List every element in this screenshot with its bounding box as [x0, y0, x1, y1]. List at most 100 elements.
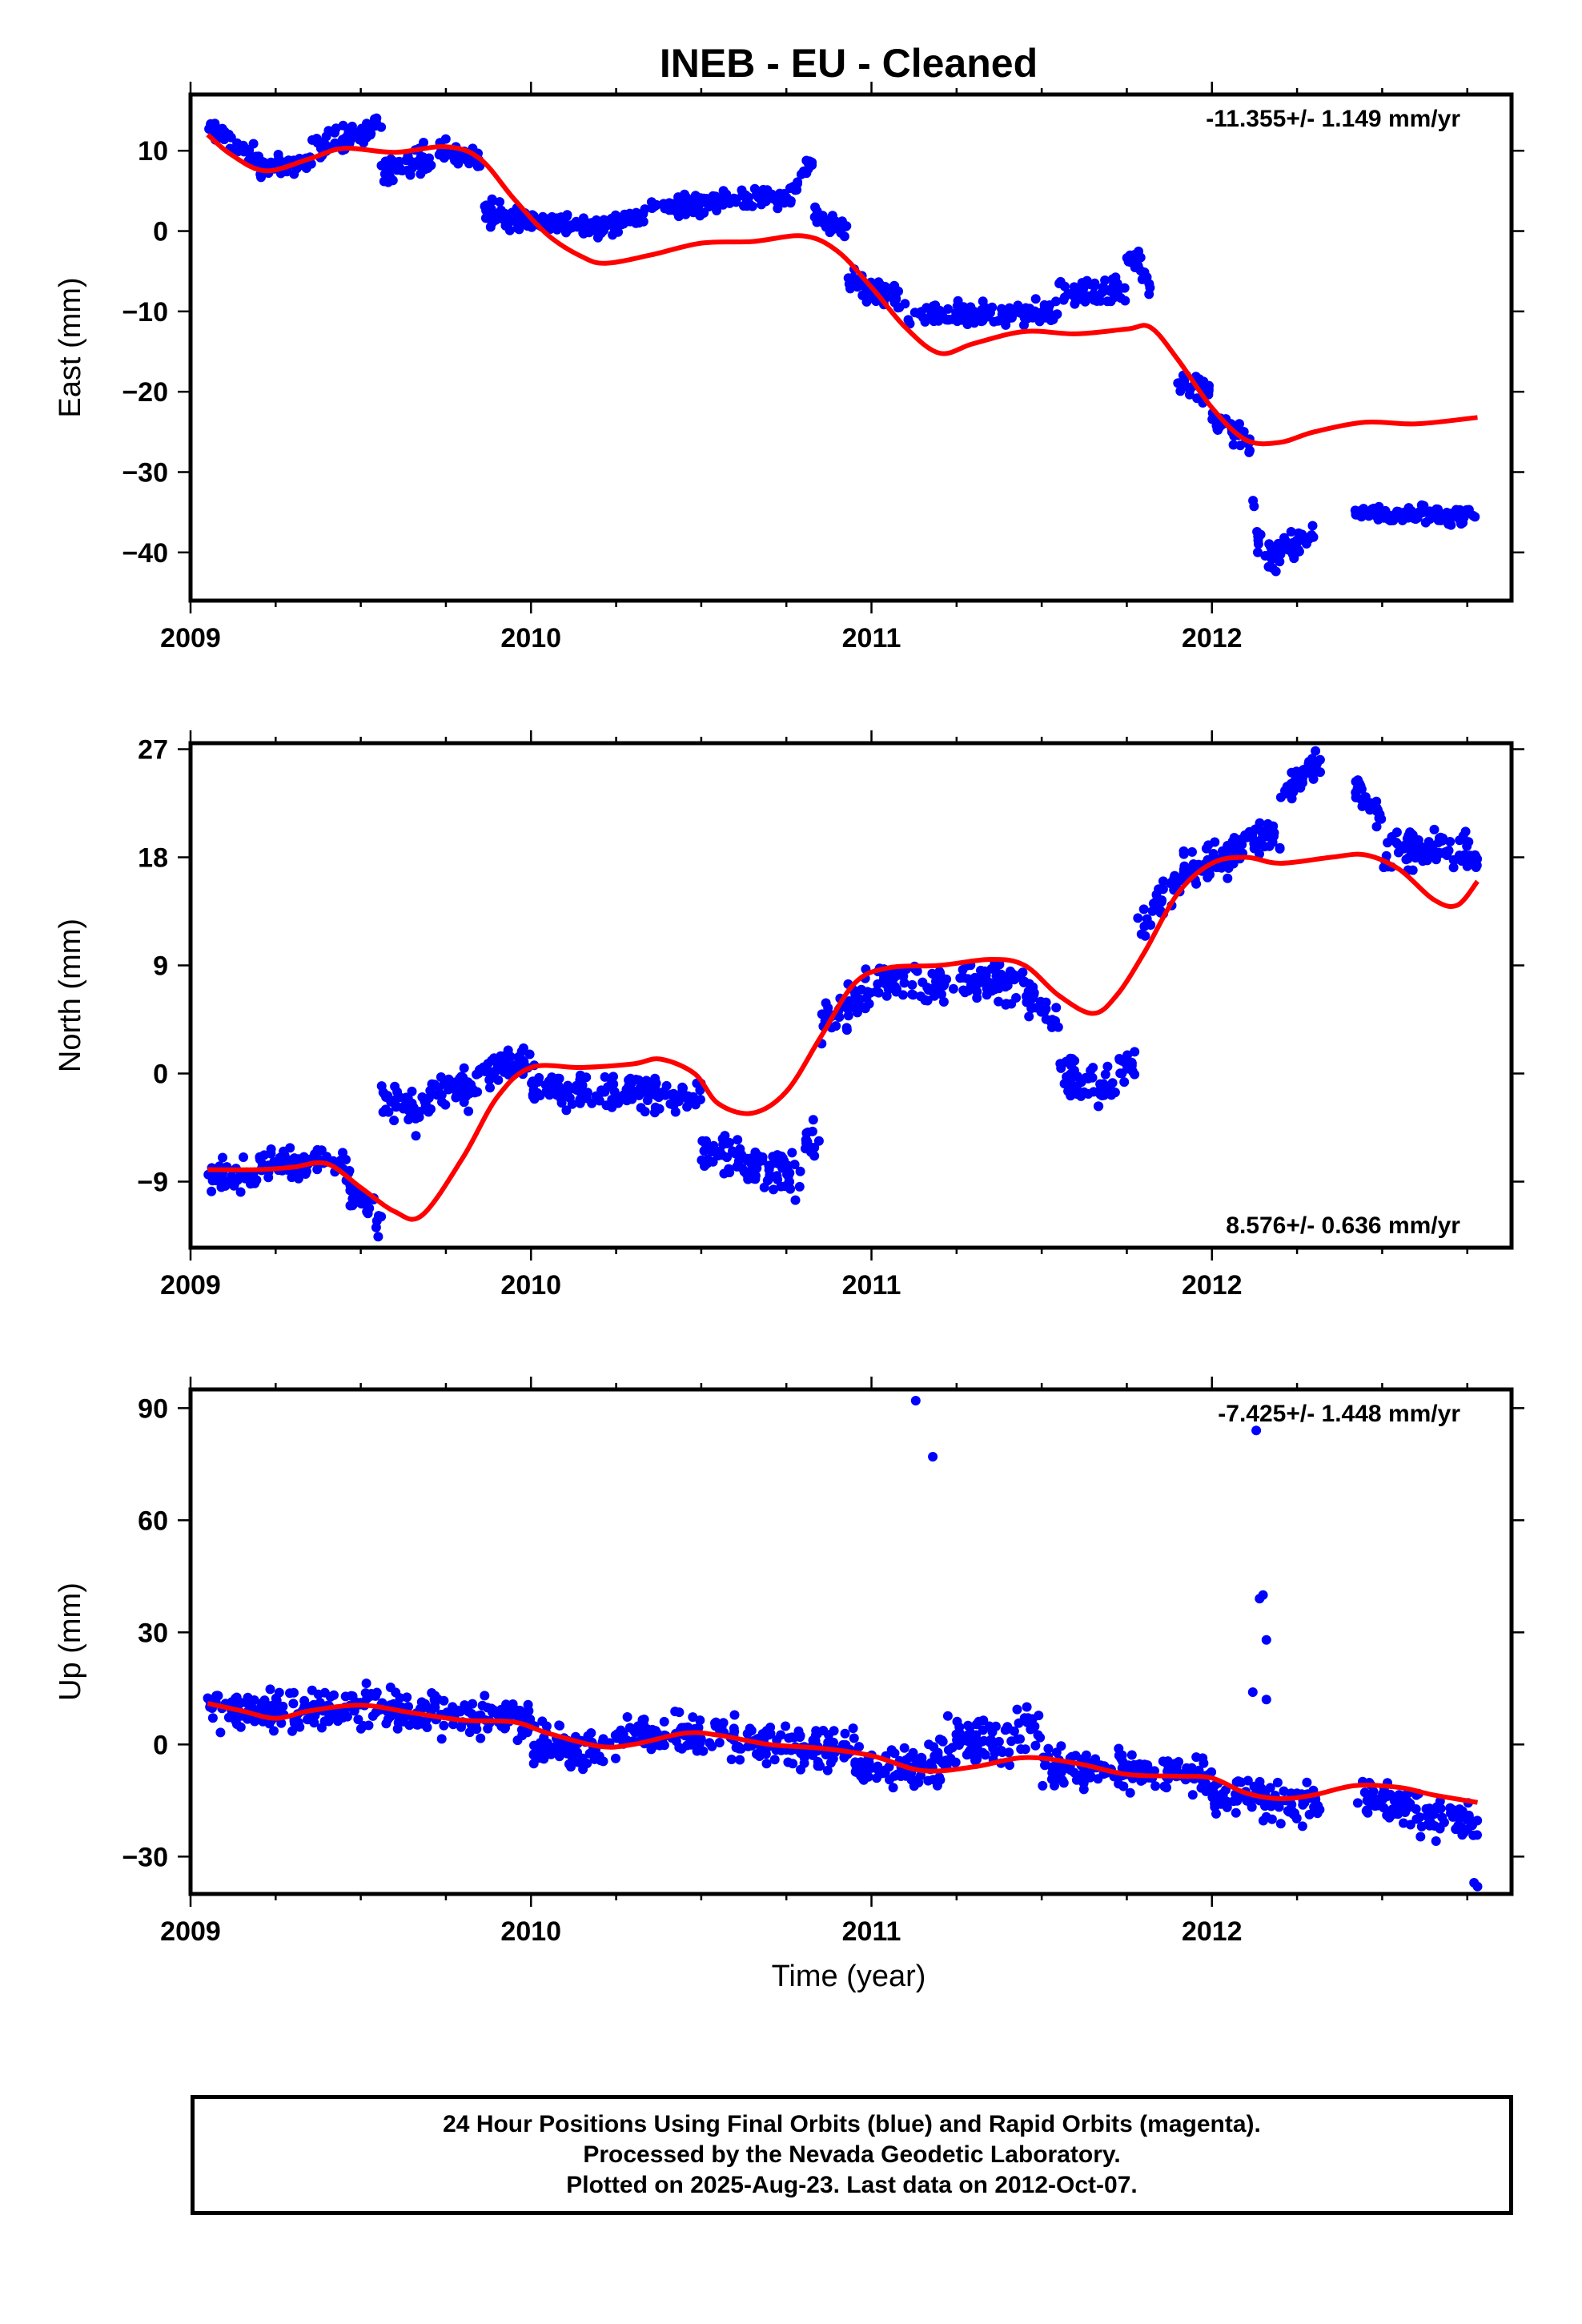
east-data-point [796, 169, 806, 179]
up-data-point [854, 1742, 864, 1752]
east-data-point [881, 283, 892, 293]
east-data-point [608, 219, 619, 230]
north-data-point [1371, 796, 1382, 806]
north-data-point [795, 1166, 805, 1176]
north-data-point [351, 1192, 361, 1203]
north-data-point [881, 991, 892, 1001]
up-outlier-point [1258, 1590, 1268, 1600]
north-data-point [1051, 1003, 1062, 1013]
north-data-point [587, 1098, 597, 1108]
up-data-point [215, 1727, 226, 1738]
east-rate-label: -11.355+/- 1.149 mm/yr [1206, 106, 1460, 132]
up-data-point [1125, 1787, 1135, 1798]
north-data-point [1138, 904, 1149, 915]
north-data-point [255, 1152, 265, 1162]
north-data-point [1448, 855, 1459, 865]
up-data-point [718, 1718, 729, 1728]
up-data-point [889, 1748, 900, 1759]
up-data-point [659, 1740, 669, 1751]
up-data-point [910, 1775, 921, 1786]
east-data-point [600, 218, 610, 228]
north-data-point [1399, 843, 1408, 854]
up-data-point [1005, 1760, 1014, 1771]
up-data-point [1363, 1807, 1373, 1818]
north-data-point [927, 968, 938, 979]
east-data-point [1368, 503, 1379, 513]
north-data-point [461, 1091, 472, 1101]
up-data-point [742, 1728, 753, 1739]
east-data-point [762, 185, 773, 195]
north-data-point [980, 966, 990, 976]
up-data-point [848, 1723, 858, 1734]
up-data-point [1118, 1756, 1128, 1767]
east-data-point [538, 211, 548, 222]
north-data-point [719, 1168, 729, 1179]
north-data-point [1240, 830, 1251, 840]
east-data-point [818, 218, 829, 228]
east-data-point [387, 175, 398, 186]
east-data-point [232, 138, 243, 148]
north-data-point [759, 1182, 769, 1192]
up-data-point [630, 1727, 640, 1738]
up-data-point [564, 1740, 574, 1750]
east-data-point [1070, 290, 1080, 300]
east-data-point [712, 194, 722, 204]
north-points [203, 746, 1483, 1242]
up-data-point [1439, 1817, 1449, 1827]
north-data-point [622, 1096, 632, 1106]
north-data-point [1407, 829, 1417, 839]
up-data-point [212, 1691, 223, 1701]
north-y-tick-label: −9 [137, 1168, 168, 1198]
north-data-point [1255, 818, 1265, 828]
north-data-point [1066, 1080, 1077, 1090]
up-data-point [439, 1695, 449, 1706]
up-data-point [1309, 1802, 1319, 1812]
north-data-point [1443, 846, 1454, 856]
north-data-point [1178, 849, 1189, 859]
north-data-point [1371, 822, 1382, 832]
north-data-point [1351, 777, 1361, 786]
north-data-point [1268, 821, 1279, 831]
up-data-point [577, 1753, 588, 1763]
up-x-tick-label: 2009 [160, 1916, 221, 1947]
east-data-point [1070, 299, 1080, 309]
north-data-point [809, 1143, 820, 1152]
up-data-point [396, 1716, 406, 1727]
up-data-point [464, 1707, 474, 1717]
east-data-point [668, 199, 678, 209]
north-x-tick-label: 2010 [500, 1270, 561, 1301]
up-data-point [1000, 1725, 1010, 1735]
up-data-point [1431, 1836, 1441, 1846]
up-data-point [1171, 1762, 1182, 1772]
north-data-point [1306, 769, 1315, 778]
up-data-point [1279, 1786, 1289, 1796]
north-data-point [801, 1135, 811, 1145]
up-data-point [289, 1687, 299, 1698]
east-data-point [1102, 296, 1113, 307]
north-data-point [669, 1088, 679, 1099]
up-outlier-point [910, 1396, 921, 1405]
east-data-point [582, 218, 592, 228]
east-data-point [1080, 296, 1090, 307]
north-data-point [235, 1187, 246, 1197]
east-data-point [1192, 393, 1203, 404]
up-data-point [477, 1700, 488, 1711]
east-data-point [1454, 509, 1464, 519]
up-outlier-point [928, 1452, 938, 1462]
north-data-point [611, 1090, 621, 1100]
up-data-point [353, 1715, 363, 1725]
north-data-point [808, 1115, 818, 1125]
north-data-point [916, 991, 926, 1002]
north-y-tick-label: 0 [153, 1059, 168, 1090]
up-data-point [512, 1735, 523, 1746]
north-plot-frame [188, 741, 1514, 1250]
up-data-point [1038, 1780, 1048, 1791]
north-x-tick-label: 2012 [1182, 1270, 1243, 1301]
north-data-point [669, 1100, 679, 1111]
up-data-point [1019, 1713, 1030, 1723]
north-data-point [420, 1096, 430, 1107]
up-data-point [994, 1736, 1004, 1747]
east-data-point [1266, 541, 1276, 552]
up-data-point [288, 1699, 299, 1709]
up-data-point [856, 1771, 866, 1781]
